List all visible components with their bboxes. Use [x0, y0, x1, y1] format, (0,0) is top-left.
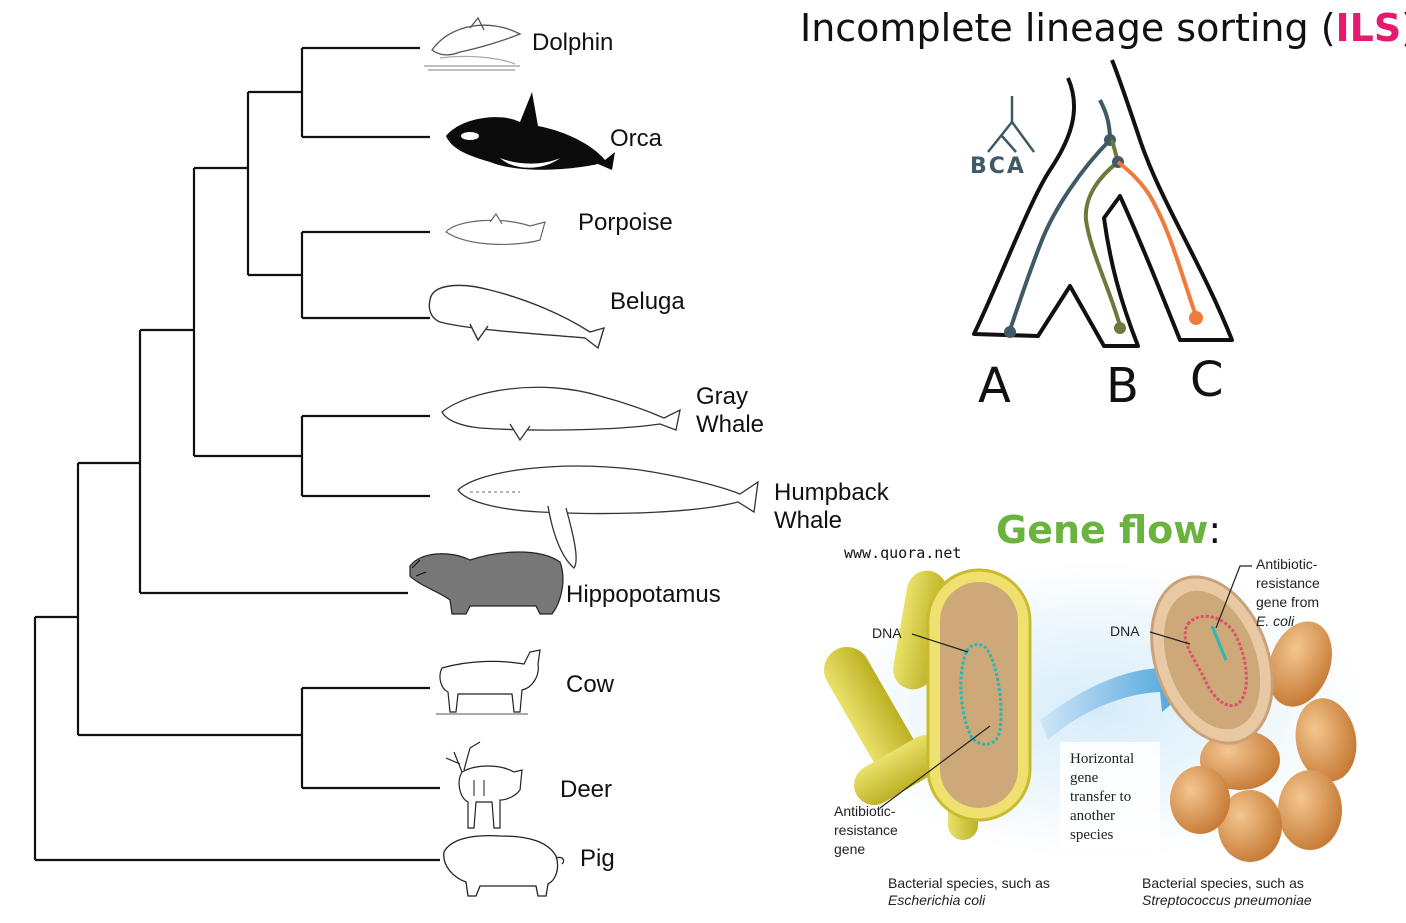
branch-toothed [246, 90, 302, 277]
branch-dolphin-orca [300, 46, 430, 139]
resistance-left-line1: Antibiotic- [834, 803, 896, 819]
label-humpback-line2: Whale [774, 507, 843, 534]
caption-right: Bacterial species, such as [1142, 875, 1304, 891]
branch-cetruminantia [76, 461, 302, 737]
resistance-right-line1: Antibiotic- [1256, 556, 1318, 572]
branch-whippomorpha [138, 328, 408, 595]
label-pig: Pig [580, 845, 615, 872]
tree-branches [33, 46, 440, 862]
label-gray-whale-line2: Whale [696, 411, 765, 438]
transfer-line3: transfer to [1070, 789, 1132, 805]
ils-tip-label-b: B [1106, 358, 1139, 414]
ils-title-prefix: Incomplete lineage sorting ( [800, 6, 1336, 50]
gene-flow-title-colon: : [1208, 508, 1222, 552]
label-deer: Deer [560, 776, 613, 803]
hippo-icon [409, 551, 564, 615]
ils-tip-label-c: C [1190, 352, 1224, 408]
porpoise-icon [445, 212, 546, 245]
deer-icon [445, 741, 523, 829]
ils-title: Incomplete lineage sorting (ILS): [800, 6, 1406, 50]
label-cow: Cow [566, 671, 615, 698]
label-hippo: Hippopotamus [566, 581, 721, 608]
branch-root [33, 615, 440, 862]
ils-title-highlight: ILS [1335, 6, 1402, 50]
gene-flow-title-text: Gene flow [996, 508, 1209, 552]
transfer-line5: species [1070, 827, 1114, 843]
transfer-line4: another [1070, 808, 1115, 824]
transfer-line2: gene [1070, 770, 1099, 786]
label-beluga: Beluga [610, 288, 685, 315]
transfer-line1: Horizontal [1070, 751, 1135, 767]
humpback-whale-icon [457, 465, 759, 569]
ils-title-suffix: ): [1401, 6, 1406, 50]
cow-icon [436, 649, 541, 715]
gene-flow-title: Gene flow: [996, 508, 1221, 552]
label-gray-whale-line1: Gray [696, 383, 749, 410]
caption-right-species: Streptococcus pneumoniae [1142, 892, 1312, 908]
gray-whale-icon [441, 386, 681, 442]
branch-baleen [300, 414, 430, 498]
resistance-left-line2: resistance [834, 822, 898, 838]
resistance-left-line3: gene [834, 841, 866, 857]
ils-small-tree-labels: BCA [970, 154, 1026, 179]
resistance-right-line2: resistance [1256, 575, 1320, 591]
caption-left: Bacterial species, such as [888, 875, 1050, 891]
resistance-right-line3: gene from [1256, 594, 1320, 610]
dolphin-icon [424, 16, 522, 71]
branch-ruminants [300, 686, 440, 790]
branch-cetacea [192, 166, 302, 458]
branch-porpoise-beluga [300, 230, 430, 320]
dna-label-left: DNA [872, 625, 902, 641]
ils-tip-label-a: A [978, 358, 1011, 414]
beluga-icon [428, 284, 606, 350]
resistance-right-line4: E. coli [1256, 613, 1295, 629]
label-porpoise: Porpoise [578, 209, 673, 236]
label-orca: Orca [610, 125, 663, 152]
orca-icon [446, 92, 615, 170]
label-humpback-line1: Humpback [774, 479, 889, 506]
pig-icon [443, 834, 565, 897]
dna-label-right: DNA [1110, 623, 1140, 639]
label-dolphin: Dolphin [532, 29, 614, 56]
watermark: www.quora.net [844, 544, 962, 562]
caption-left-species: Escherichia coli [888, 892, 986, 908]
